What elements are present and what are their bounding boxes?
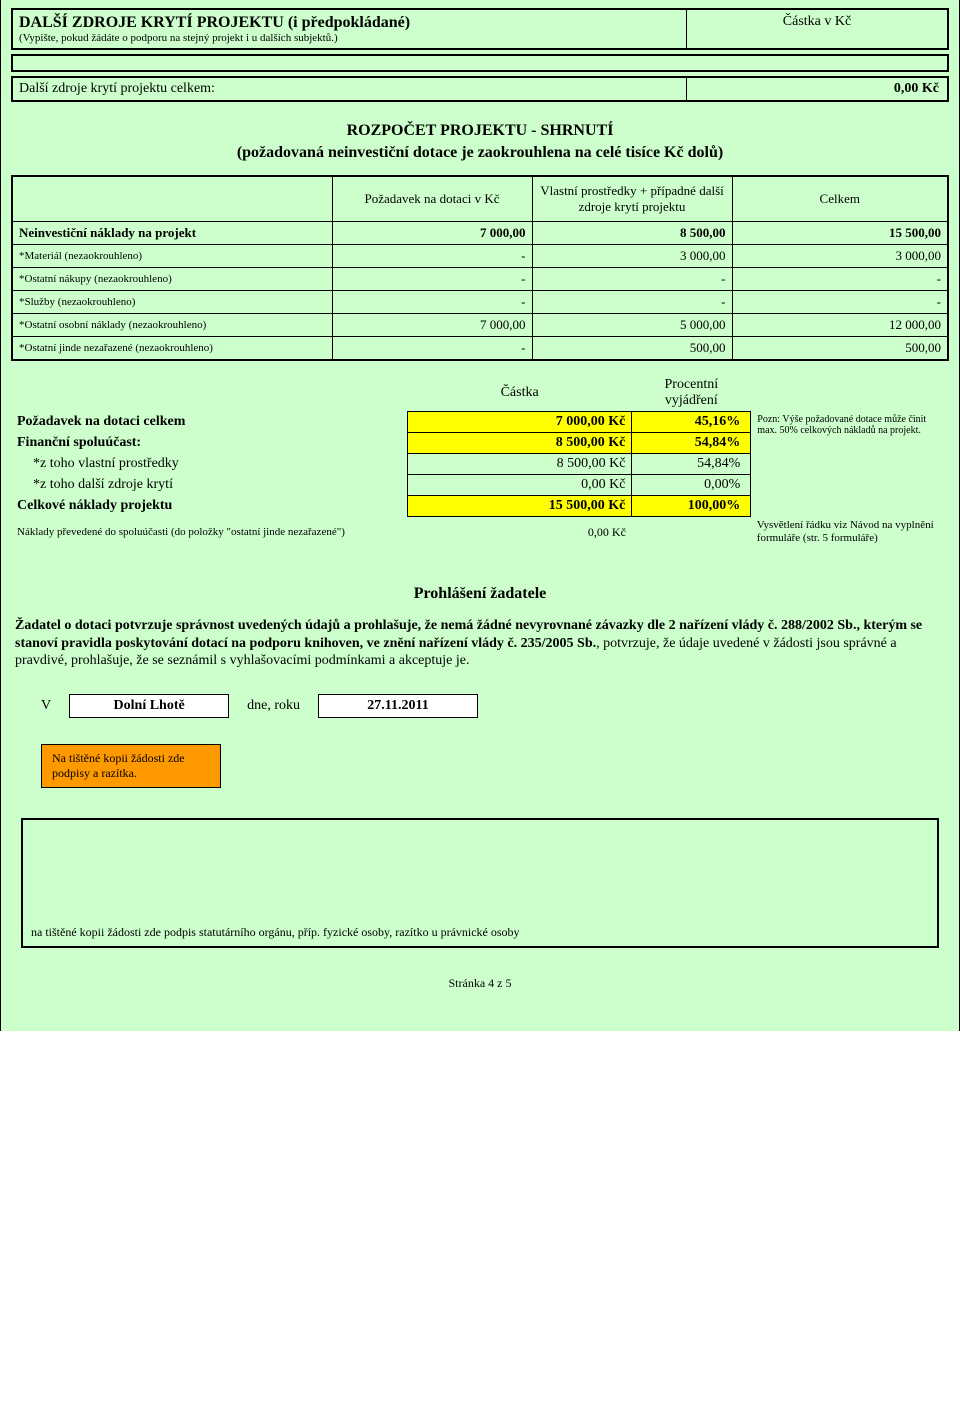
budget-cell-a: - xyxy=(332,268,532,291)
amount-label: Částka v Kč xyxy=(693,14,941,30)
budget-heading-line2: (požadovaná neinvestiční dotace je zaokr… xyxy=(11,142,949,164)
budget-cell-a: - xyxy=(332,337,532,361)
orange-note: Na tištěné kopii žádosti zde podpisy a r… xyxy=(41,744,221,788)
amount-label-cell: Částka v Kč xyxy=(687,10,947,48)
signature-caption: na tištěné kopii žádosti zde podpis stat… xyxy=(31,925,929,939)
budget-cell-b: 3 000,00 xyxy=(532,245,732,268)
budget-row-label: *Služby (nezaokrouhleno) xyxy=(12,291,332,314)
summary-row-amount: 0,00 Kč xyxy=(407,475,632,496)
summary-row-pct: 45,16% xyxy=(632,412,751,433)
table-row: *Služby (nezaokrouhleno)--- xyxy=(12,291,948,314)
page-number: Stránka 4 z 5 xyxy=(11,948,949,991)
summary-foot-row: Náklady převedené do spoluúčasti (do pol… xyxy=(11,517,949,547)
table-row: Neinvestiční náklady na projekt7 000,008… xyxy=(12,222,948,245)
summary-foot-amount: 0,00 Kč xyxy=(407,517,632,547)
summary-col-pct: Procentní vyjádření xyxy=(632,375,751,412)
summary-col-amount: Částka xyxy=(407,375,632,412)
other-sources-subtitle: (Vypište, pokud žádáte o podporu na stej… xyxy=(19,32,680,44)
summary-row-amount: 8 500,00 Kč xyxy=(407,454,632,475)
budget-row-label: *Ostatní jinde nezařazené (nezaokrouhlen… xyxy=(12,337,332,361)
other-sources-title-cell: DALŠÍ ZDROJE KRYTÍ PROJEKTU (i předpoklá… xyxy=(13,10,687,48)
budget-cell-c: 3 000,00 xyxy=(732,245,948,268)
budget-cell-c: 12 000,00 xyxy=(732,314,948,337)
summary-row-pct: 54,84% xyxy=(632,433,751,454)
budget-cell-a: 7 000,00 xyxy=(332,222,532,245)
summary-row-label: *z toho další zdroje krytí xyxy=(11,475,407,496)
summary-row-amount: 15 500,00 Kč xyxy=(407,496,632,517)
budget-cell-a: - xyxy=(332,291,532,314)
summary-block: Částka Procentní vyjádření Požadavek na … xyxy=(11,375,949,547)
summary-row-pct: 100,00% xyxy=(632,496,751,517)
declaration-heading: Prohlášení žadatele xyxy=(11,565,949,617)
budget-table-header-row: Požadavek na dotaci v Kč Vlastní prostře… xyxy=(12,176,948,222)
budget-th-blank xyxy=(12,176,332,222)
summary-row-amount: 8 500,00 Kč xyxy=(407,433,632,454)
budget-row-label: *Materiál (nezaokrouhleno) xyxy=(12,245,332,268)
budget-cell-a: - xyxy=(332,245,532,268)
declaration-body: Žadatel o dotaci potvrzuje správnost uve… xyxy=(11,617,949,690)
summary-row-label: Finanční spoluúčast: xyxy=(11,433,407,454)
table-row: *Ostatní nákupy (nezaokrouhleno)--- xyxy=(12,268,948,291)
budget-th-own: Vlastní prostředky + případné další zdro… xyxy=(532,176,732,222)
summary-foot-explain: Vysvětlení řádku viz Návod na vyplnění f… xyxy=(751,517,949,547)
sign-place-box: Dolní Lhotě xyxy=(69,694,229,718)
empty-row-box xyxy=(11,54,949,72)
total-sources-label: Další zdroje krytí projektu celkem: xyxy=(13,78,687,100)
summary-row-label: *z toho vlastní prostředky xyxy=(11,454,407,475)
orange-note-wrap: Na tištěné kopii žádosti zde podpisy a r… xyxy=(11,736,949,788)
summary-table: Částka Procentní vyjádření Požadavek na … xyxy=(11,375,949,547)
budget-cell-a: 7 000,00 xyxy=(332,314,532,337)
table-row: *Ostatní jinde nezařazené (nezaokrouhlen… xyxy=(12,337,948,361)
budget-cell-b: - xyxy=(532,291,732,314)
sign-v: V xyxy=(41,698,51,714)
budget-heading: ROZPOČET PROJEKTU - SHRNUTÍ (požadovaná … xyxy=(11,110,949,175)
budget-cell-b: 8 500,00 xyxy=(532,222,732,245)
budget-table: Požadavek na dotaci v Kč Vlastní prostře… xyxy=(11,175,949,361)
summary-row-amount: 7 000,00 Kč xyxy=(407,412,632,433)
budget-th-request: Požadavek na dotaci v Kč xyxy=(332,176,532,222)
summary-note: Pozn: Výše požadované dotace může činit … xyxy=(751,412,949,517)
summary-header-row: Částka Procentní vyjádření xyxy=(11,375,949,412)
budget-cell-c: - xyxy=(732,291,948,314)
budget-cell-c: 500,00 xyxy=(732,337,948,361)
budget-cell-b: 5 000,00 xyxy=(532,314,732,337)
summary-row-label: Celkové náklady projektu xyxy=(11,496,407,517)
budget-cell-b: 500,00 xyxy=(532,337,732,361)
total-sources-value: 0,00 Kč xyxy=(687,78,947,100)
budget-cell-c: 15 500,00 xyxy=(732,222,948,245)
budget-row-label: *Ostatní osobní náklady (nezaokrouhleno) xyxy=(12,314,332,337)
sign-dne: dne, roku xyxy=(247,698,300,714)
summary-row-label: Požadavek na dotaci celkem xyxy=(11,412,407,433)
other-sources-title: DALŠÍ ZDROJE KRYTÍ PROJEKTU (i předpoklá… xyxy=(19,14,680,32)
summary-row-pct: 54,84% xyxy=(632,454,751,475)
sign-row: V Dolní Lhotě dne, roku 27.11.2011 xyxy=(11,690,949,736)
budget-row-label: *Ostatní nákupy (nezaokrouhleno) xyxy=(12,268,332,291)
sign-date-box: 27.11.2011 xyxy=(318,694,478,718)
page: DALŠÍ ZDROJE KRYTÍ PROJEKTU (i předpoklá… xyxy=(0,0,960,1031)
budget-th-total: Celkem xyxy=(732,176,948,222)
total-sources-row: Další zdroje krytí projektu celkem: 0,00… xyxy=(11,76,949,102)
budget-heading-line1: ROZPOČET PROJEKTU - SHRNUTÍ xyxy=(11,120,949,142)
summary-row: Požadavek na dotaci celkem7 000,00 Kč45,… xyxy=(11,412,949,433)
table-row: *Ostatní osobní náklady (nezaokrouhleno)… xyxy=(12,314,948,337)
budget-row-label: Neinvestiční náklady na projekt xyxy=(12,222,332,245)
summary-row-pct: 0,00% xyxy=(632,475,751,496)
budget-cell-b: - xyxy=(532,268,732,291)
other-sources-header: DALŠÍ ZDROJE KRYTÍ PROJEKTU (i předpoklá… xyxy=(11,8,949,50)
budget-cell-c: - xyxy=(732,268,948,291)
table-row: *Materiál (nezaokrouhleno)-3 000,003 000… xyxy=(12,245,948,268)
signature-area: na tištěné kopii žádosti zde podpis stat… xyxy=(21,818,939,948)
summary-foot-label: Náklady převedené do spoluúčasti (do pol… xyxy=(11,517,407,547)
